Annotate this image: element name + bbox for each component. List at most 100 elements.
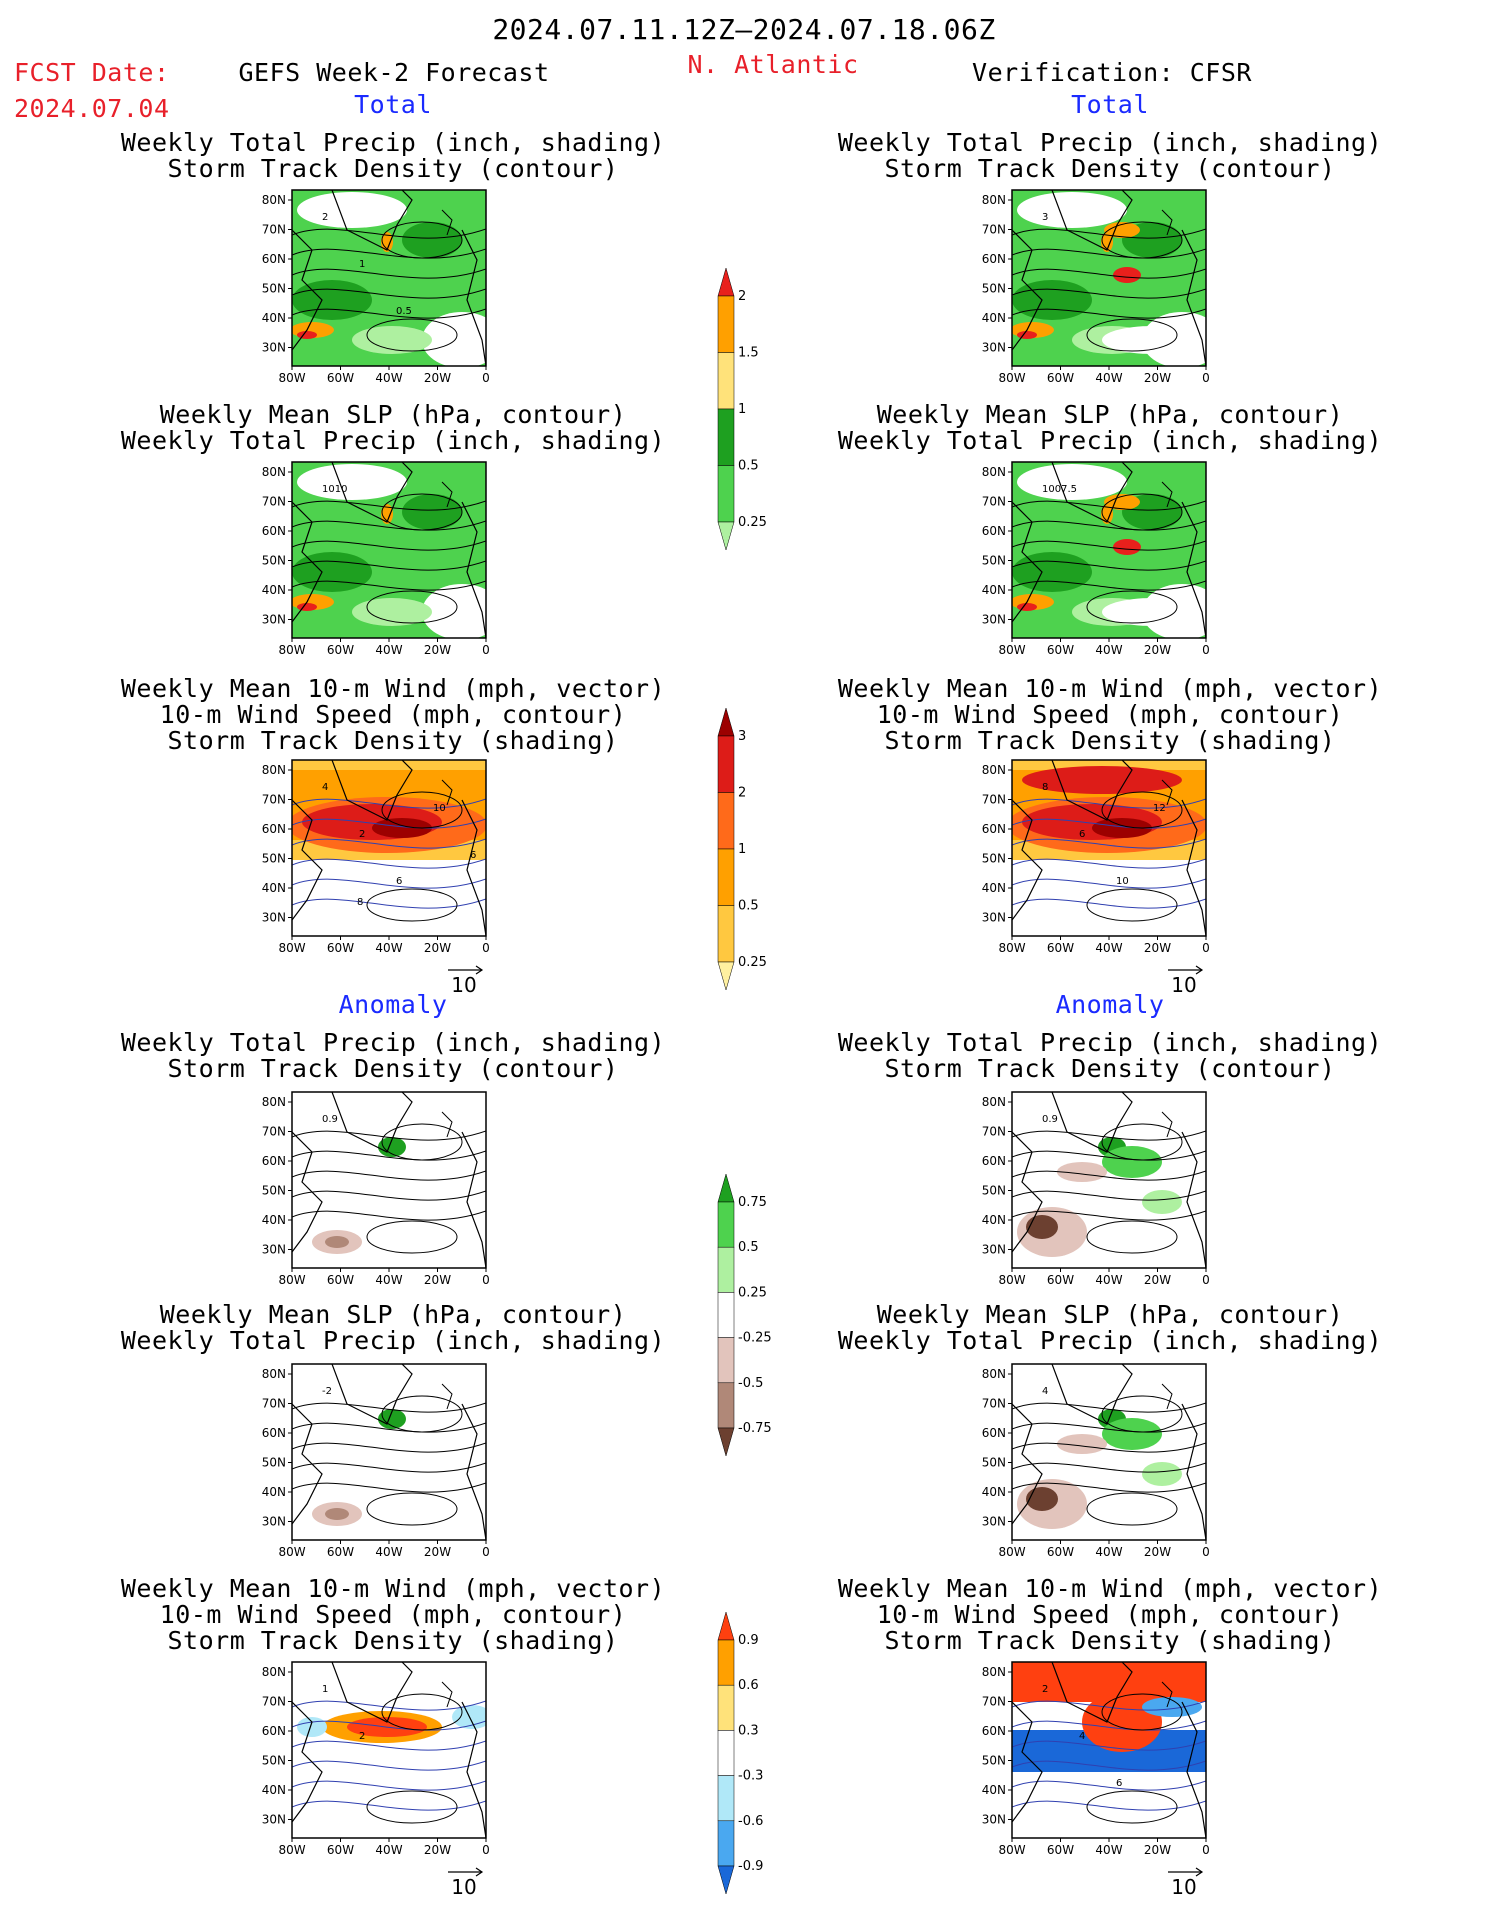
- fcst-date-value: 2024.07.04: [14, 94, 170, 123]
- lat-tick-label: 70N: [982, 223, 1006, 237]
- lat-tick-label: 50N: [262, 1184, 286, 1198]
- lat-tick-label: 60N: [982, 252, 1006, 266]
- colorbar-label: 0.5: [738, 459, 759, 474]
- colorbar-cap-bottom: [717, 1865, 735, 1895]
- lon-tick-label: 40W: [1095, 371, 1122, 385]
- title-r1l-b: Storm Track Density (contour): [167, 154, 619, 183]
- lat-tick-label: 60N: [262, 1154, 286, 1168]
- title-r4r-b: Storm Track Density (contour): [884, 1054, 1336, 1083]
- lat-tick-label: 60N: [262, 524, 286, 538]
- colorbar-segment: [717, 735, 735, 793]
- lon-tick-label: 40W: [375, 1843, 402, 1857]
- title-r5l-b: Weekly Total Precip (inch, shading): [120, 1326, 666, 1355]
- lat-tick-label: 80N: [262, 1367, 286, 1381]
- title-r6r-b: 10-m Wind Speed (mph, contour): [876, 1600, 1344, 1629]
- colorbar-segment: [717, 1292, 735, 1338]
- colorbar-label: 0.75: [738, 1195, 767, 1210]
- colorbar-segment: [717, 1201, 735, 1248]
- lon-tick-label: 60W: [1047, 941, 1074, 955]
- lon-tick-label: 80W: [998, 1273, 1025, 1287]
- lat-tick-label: 30N: [262, 341, 286, 355]
- lon-tick-label: 80W: [278, 1273, 305, 1287]
- lon-tick-label: 60W: [327, 371, 354, 385]
- lon-tick-label: 0: [482, 371, 490, 385]
- vector-reference-arrow: 10: [1168, 1867, 1204, 1899]
- vector-reference-value: 10: [451, 1875, 476, 1899]
- lat-tick-label: 30N: [982, 1243, 1006, 1257]
- colorbar-label: -0.9: [738, 1859, 763, 1874]
- lon-tick-label: 20W: [1144, 941, 1171, 955]
- title-r3r-c: Storm Track Density (shading): [884, 726, 1336, 755]
- lon-tick-label: 80W: [278, 1843, 305, 1857]
- colorbar-label: -0.25: [738, 1331, 772, 1346]
- colorbar-segment: [717, 465, 735, 523]
- right-total-section-label: Total: [1071, 90, 1149, 119]
- colorbar-label: 2: [738, 786, 746, 801]
- title-r5r-a: Weekly Mean SLP (hPa, contour): [876, 1300, 1344, 1329]
- lat-tick-label: 30N: [262, 1243, 286, 1257]
- lon-tick-label: 40W: [375, 941, 402, 955]
- lat-tick-label: 40N: [262, 1783, 286, 1797]
- lon-tick-label: 80W: [278, 1545, 305, 1559]
- lon-tick-label: 60W: [1047, 371, 1074, 385]
- lon-tick-label: 0: [1202, 371, 1210, 385]
- lon-tick-label: 0: [482, 643, 490, 657]
- lat-tick-label: 50N: [982, 282, 1006, 296]
- lon-tick-label: 20W: [424, 1273, 451, 1287]
- lat-tick-label: 50N: [982, 554, 1006, 568]
- colorbar-segment: [717, 848, 735, 906]
- contour-label: 6: [470, 850, 476, 861]
- lon-tick-label: 80W: [278, 941, 305, 955]
- colorbar-segment: [717, 1246, 735, 1293]
- lon-tick-label: 20W: [424, 1843, 451, 1857]
- left-anomaly-section-label: Anomaly: [338, 990, 448, 1019]
- lat-tick-label: 60N: [982, 524, 1006, 538]
- lon-tick-label: 0: [1202, 643, 1210, 657]
- lon-tick-label: 20W: [1144, 1545, 1171, 1559]
- contour-label: 12: [1153, 803, 1166, 814]
- title-r6l-c: Storm Track Density (shading): [167, 1626, 619, 1655]
- lat-tick-label: 80N: [262, 193, 286, 207]
- lat-tick-label: 40N: [262, 881, 286, 895]
- title-r1l-a: Weekly Total Precip (inch, shading): [120, 128, 666, 157]
- lon-tick-label: 80W: [278, 643, 305, 657]
- title-r4r-a: Weekly Total Precip (inch, shading): [837, 1028, 1383, 1057]
- lat-tick-label: 60N: [262, 822, 286, 836]
- colorbar-label: -0.5: [738, 1376, 763, 1391]
- contour-label: 6: [1116, 1778, 1122, 1789]
- lon-tick-label: 60W: [1047, 1273, 1074, 1287]
- contour-label: 8: [357, 897, 363, 908]
- colorbar-cap-bottom: [717, 1427, 735, 1457]
- lat-tick-label: 30N: [982, 341, 1006, 355]
- lon-tick-label: 20W: [424, 371, 451, 385]
- lon-tick-label: 0: [482, 1545, 490, 1559]
- title-r2r-b: Weekly Total Precip (inch, shading): [837, 426, 1383, 455]
- lon-tick-label: 0: [1202, 1843, 1210, 1857]
- colorbar-segment: [717, 792, 735, 850]
- lon-tick-label: 60W: [327, 1273, 354, 1287]
- lat-tick-label: 80N: [982, 465, 1006, 479]
- map-panel-5-forecast: -2 80N 70N 60N 50N 40N 30N 80W 60W 40W 20W 0: [262, 1363, 490, 1559]
- colorbar-label: -0.3: [738, 1769, 763, 1784]
- lon-tick-label: 40W: [1095, 1843, 1122, 1857]
- lon-tick-label: 60W: [1047, 1545, 1074, 1559]
- lon-tick-label: 0: [1202, 941, 1210, 955]
- lon-tick-label: 60W: [327, 1843, 354, 1857]
- colorbar-segment: [717, 408, 735, 466]
- contour-label: 2: [322, 212, 328, 223]
- lon-tick-label: 40W: [1095, 941, 1122, 955]
- left-column-title: GEFS Week-2 Forecast: [238, 58, 550, 87]
- vector-reference-value: 10: [451, 973, 476, 997]
- lat-tick-label: 30N: [262, 613, 286, 627]
- colorbar-label: 0.9: [738, 1633, 759, 1648]
- colorbar-label: 0.25: [738, 515, 767, 530]
- colorbar-label: 1: [738, 842, 746, 857]
- date-range-title: 2024.07.11.12Z–2024.07.18.06Z: [492, 13, 996, 46]
- lat-tick-label: 70N: [262, 495, 286, 509]
- right-column-title: Verification: CFSR: [972, 58, 1252, 87]
- map-panel-6-verification: 2 4 6 80N 70N 60N 50N 40N 30N 80W 60W 40W 20W 0: [982, 1661, 1210, 1857]
- lat-tick-label: 50N: [982, 852, 1006, 866]
- colorbar-label: 2: [738, 289, 746, 304]
- lon-tick-label: 40W: [375, 1545, 402, 1559]
- contour-label: 1: [359, 259, 365, 270]
